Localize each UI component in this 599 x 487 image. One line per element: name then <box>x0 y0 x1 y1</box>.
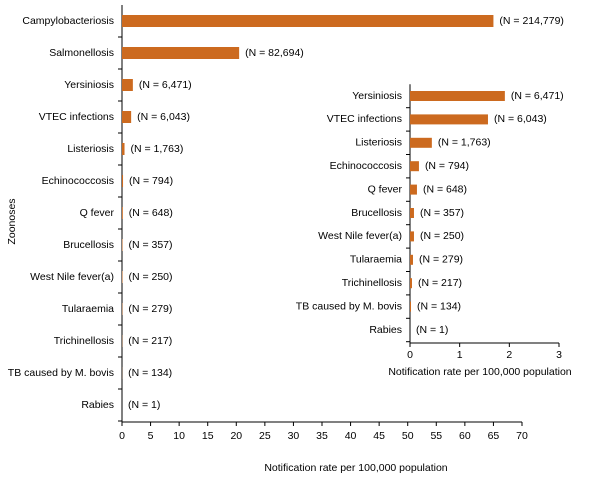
y-tick-label: Tularaemia <box>350 254 402 266</box>
bar-annotation: (N = 6,471) <box>139 79 192 91</box>
y-tick-label: Tularaemia <box>62 303 114 315</box>
bar <box>122 15 494 27</box>
y-tick-label: West Nile fever(a) <box>318 230 402 242</box>
bar <box>410 114 488 125</box>
bar <box>410 301 411 312</box>
x-tick-label: 30 <box>288 430 300 442</box>
bar-annotation: (N = 1,763) <box>131 143 184 155</box>
y-tick-label: Yersiniosis <box>352 90 402 102</box>
bar <box>122 143 125 155</box>
x-tick-label: 65 <box>488 430 500 442</box>
bar-annotation: (N = 357) <box>128 239 172 251</box>
bar-annotation: (N = 217) <box>418 277 462 289</box>
y-tick-label: Q fever <box>368 183 403 195</box>
y-tick-label: TB caused by M. bovis <box>8 367 114 379</box>
y-tick-label: West Nile fever(a) <box>30 271 114 283</box>
y-tick-label: Brucellosis <box>351 207 402 219</box>
x-tick-label: 55 <box>430 430 442 442</box>
bar-annotation: (N = 250) <box>128 271 172 283</box>
bar-annotation: (N = 134) <box>128 367 172 379</box>
bar <box>122 175 124 187</box>
x-tick-label: 45 <box>373 430 385 442</box>
bar <box>122 111 132 123</box>
bar-annotation: (N = 6,043) <box>137 111 190 123</box>
bar-annotation: (N = 214,779) <box>499 15 564 27</box>
bar-annotation: (N = 648) <box>129 207 173 219</box>
bar-annotation: (N = 794) <box>425 160 469 172</box>
x-tick-label: 15 <box>202 430 214 442</box>
bar-annotation: (N = 6,471) <box>511 90 564 102</box>
bar-annotation: (N = 279) <box>128 303 172 315</box>
x-tick-label: 20 <box>230 430 242 442</box>
x-tick-label: 50 <box>402 430 414 442</box>
bar <box>410 208 414 218</box>
x-tick-label: 1 <box>457 349 463 361</box>
bar-annotation: (N = 82,694) <box>245 47 304 59</box>
y-tick-label: Campylobacteriosis <box>22 15 114 27</box>
x-tick-label: 35 <box>316 430 328 442</box>
y-tick-label: Listeriosis <box>67 143 114 155</box>
y-axis-title: Zoonoses <box>6 198 18 244</box>
bar-annotation: (N = 1,763) <box>438 137 491 149</box>
x-tick-label: 0 <box>119 430 125 442</box>
bar <box>410 91 505 101</box>
bar <box>410 161 419 172</box>
y-tick-label: Echinococcosis <box>330 160 402 172</box>
x-tick-label: 40 <box>345 430 357 442</box>
x-tick-label: 70 <box>516 430 528 442</box>
bar-annotation: (N = 1) <box>416 324 448 336</box>
bar-annotation: (N = 648) <box>423 183 467 195</box>
bar-annotation: (N = 6,043) <box>494 113 547 125</box>
y-tick-label: Yersiniosis <box>64 79 114 91</box>
bar-annotation: (N = 357) <box>420 207 464 219</box>
y-tick-label: VTEC infections <box>327 113 402 125</box>
bar <box>410 254 413 265</box>
bar <box>122 47 240 59</box>
x-axis-title: Notification rate per 100,000 population <box>388 366 571 378</box>
bar <box>410 278 412 289</box>
bar <box>410 184 417 195</box>
y-tick-label: Salmonellosis <box>49 47 114 59</box>
bar-annotation: (N = 134) <box>417 300 461 312</box>
y-tick-label: TB caused by M. bovis <box>296 300 402 312</box>
y-tick-label: Brucellosis <box>63 239 114 251</box>
x-axis-title: Notification rate per 100,000 population <box>264 462 447 474</box>
bar <box>410 137 432 148</box>
bar-annotation: (N = 217) <box>128 335 172 347</box>
x-tick-label: 25 <box>259 430 271 442</box>
x-tick-label: 10 <box>173 430 185 442</box>
x-tick-label: 2 <box>506 349 512 361</box>
bar-annotation: (N = 250) <box>420 230 464 242</box>
bar-annotation: (N = 1) <box>128 399 160 411</box>
y-tick-label: VTEC infections <box>39 111 114 123</box>
x-tick-label: 0 <box>407 349 413 361</box>
x-tick-label: 5 <box>148 430 154 442</box>
y-tick-label: Trichinellosis <box>342 277 402 289</box>
y-tick-label: Trichinellosis <box>54 335 114 347</box>
x-tick-label: 3 <box>556 349 562 361</box>
y-tick-label: Rabies <box>369 324 402 336</box>
bar-annotation: (N = 279) <box>419 254 463 266</box>
y-tick-label: Rabies <box>81 399 114 411</box>
y-tick-label: Q fever <box>80 207 115 219</box>
x-tick-label: 60 <box>459 430 471 442</box>
y-tick-label: Echinococcosis <box>42 175 114 187</box>
bar-annotation: (N = 794) <box>129 175 173 187</box>
y-tick-label: Listeriosis <box>355 137 402 149</box>
bar <box>122 207 123 219</box>
bar <box>410 231 414 242</box>
bar <box>122 79 133 91</box>
